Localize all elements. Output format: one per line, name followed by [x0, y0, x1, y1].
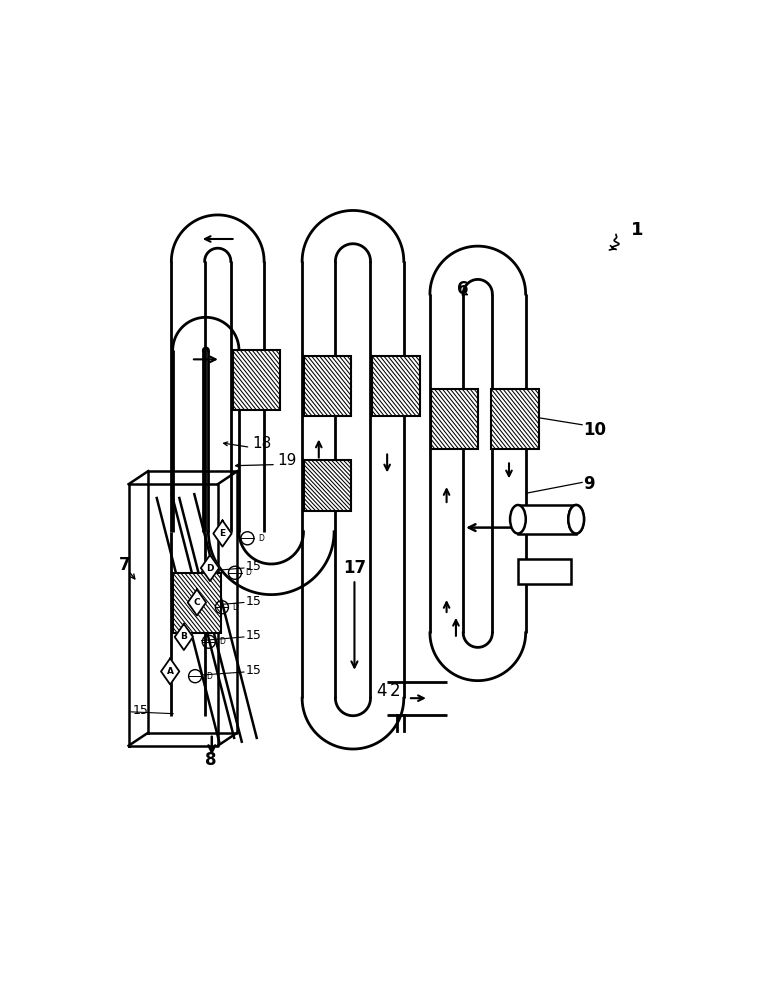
Text: 15: 15 [245, 595, 262, 608]
Text: 3: 3 [522, 510, 532, 525]
Text: 1: 1 [630, 221, 643, 239]
Ellipse shape [568, 505, 584, 534]
Text: A: A [166, 667, 173, 676]
Polygon shape [161, 658, 179, 685]
Bar [372, 356, 420, 416]
Polygon shape [201, 555, 219, 581]
Text: 6: 6 [457, 280, 469, 298]
Bar [304, 460, 351, 511]
Text: 18: 18 [252, 436, 272, 451]
Text: 8: 8 [206, 751, 217, 769]
Text: D: D [219, 637, 225, 646]
Text: D: D [206, 564, 214, 573]
Bar [518, 559, 571, 584]
Text: 15: 15 [245, 560, 262, 573]
Bar [518, 505, 576, 534]
Polygon shape [213, 520, 232, 547]
Ellipse shape [568, 505, 584, 534]
Text: 5: 5 [527, 558, 538, 576]
Text: D: D [232, 603, 239, 612]
Ellipse shape [510, 505, 525, 534]
Polygon shape [188, 589, 206, 616]
Text: 17: 17 [343, 559, 366, 577]
Text: 19: 19 [277, 453, 297, 468]
Text: 15: 15 [245, 664, 262, 677]
Text: E: E [219, 529, 225, 538]
Text: 2: 2 [390, 682, 401, 700]
Text: 15: 15 [245, 629, 262, 642]
Bar [232, 350, 280, 410]
Text: D: D [258, 534, 264, 543]
Text: 10: 10 [583, 421, 606, 439]
Text: 9: 9 [583, 475, 595, 493]
Text: C: C [193, 598, 200, 607]
Text: 15: 15 [133, 704, 149, 717]
Bar [430, 389, 478, 449]
Text: D: D [245, 568, 252, 577]
Bar [173, 573, 221, 633]
Text: 7: 7 [118, 556, 130, 574]
Polygon shape [175, 624, 193, 650]
Bar [491, 389, 538, 449]
Text: D: D [206, 672, 212, 681]
Text: B: B [180, 632, 187, 641]
Ellipse shape [568, 505, 584, 534]
Bar [304, 356, 351, 416]
Text: 4: 4 [377, 682, 387, 700]
